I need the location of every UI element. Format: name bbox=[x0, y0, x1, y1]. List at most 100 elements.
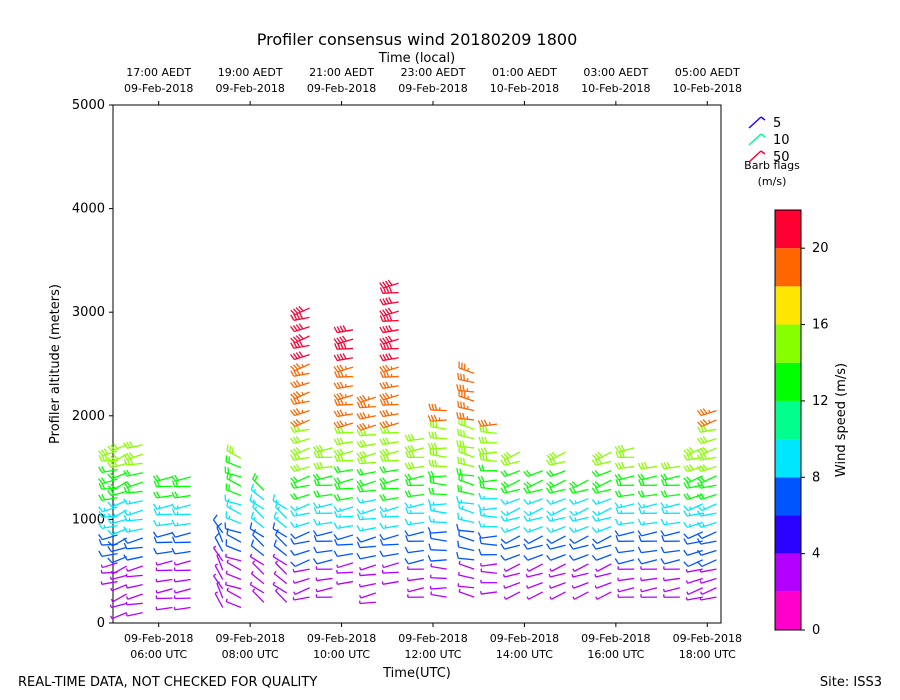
barb-shaft bbox=[458, 535, 475, 542]
barb-flag bbox=[410, 433, 415, 441]
barb-half-flag bbox=[292, 596, 295, 601]
barb-shaft bbox=[102, 562, 118, 569]
wind-barb bbox=[568, 515, 589, 522]
wind-barb bbox=[523, 515, 543, 522]
barb-flag bbox=[356, 525, 361, 532]
barb-shaft bbox=[551, 591, 566, 600]
wind-barb bbox=[379, 466, 399, 474]
barb-half-flag bbox=[572, 568, 575, 572]
barb-half-flag bbox=[112, 502, 116, 506]
barb-half-flag bbox=[574, 500, 577, 504]
barb-flag bbox=[643, 461, 648, 469]
wind-barb bbox=[123, 537, 143, 544]
barb-flag bbox=[123, 458, 128, 466]
barb-shaft bbox=[700, 521, 717, 528]
wind-barb bbox=[430, 574, 447, 580]
barb-flag bbox=[249, 522, 253, 529]
barb-shaft bbox=[408, 587, 425, 593]
barb-shaft bbox=[156, 578, 173, 583]
wind-barb bbox=[214, 591, 224, 608]
barb-half-flag bbox=[301, 381, 304, 385]
barb-flag bbox=[614, 502, 620, 509]
barb-flag bbox=[686, 481, 691, 488]
barb-flag bbox=[407, 490, 412, 497]
barb-flag bbox=[126, 441, 131, 448]
wind-barb bbox=[430, 563, 447, 570]
barb-flag bbox=[342, 325, 347, 332]
barb-flag bbox=[663, 473, 668, 480]
wind-barb bbox=[683, 481, 703, 489]
wind-barb bbox=[356, 497, 376, 504]
wind-barb bbox=[592, 507, 612, 517]
wind-barb bbox=[617, 566, 635, 570]
barb-flag bbox=[385, 381, 390, 388]
barb-shaft bbox=[700, 512, 717, 517]
barb-flag bbox=[702, 464, 708, 470]
barb-flag bbox=[290, 409, 295, 416]
barb-shaft bbox=[596, 581, 612, 589]
barb-flag bbox=[110, 489, 115, 496]
barb-flag bbox=[388, 342, 393, 350]
barb-half-flag bbox=[254, 506, 258, 510]
barb-half-flag bbox=[597, 528, 600, 532]
wind-barb bbox=[333, 392, 354, 401]
wind-barb bbox=[171, 491, 191, 499]
legend-barb-icon bbox=[748, 150, 762, 163]
wind-barb bbox=[107, 528, 127, 536]
top-tick-label-time: 23:00 AEDT bbox=[401, 66, 466, 79]
barb-flag bbox=[98, 450, 103, 457]
barb-flag bbox=[356, 429, 361, 436]
wind-barb bbox=[107, 443, 127, 452]
barb-shaft bbox=[687, 559, 703, 568]
barb-flag bbox=[640, 473, 645, 480]
barb-half-flag bbox=[228, 515, 231, 519]
wind-barb bbox=[252, 473, 265, 491]
wind-barb bbox=[697, 425, 717, 433]
wind-barb bbox=[153, 491, 173, 499]
barb-half-flag bbox=[526, 596, 530, 600]
barb-half-flag bbox=[359, 566, 362, 571]
wind-barb bbox=[500, 526, 521, 533]
barb-flag bbox=[98, 522, 103, 529]
barb-shaft bbox=[596, 554, 612, 561]
barb-flag bbox=[379, 326, 384, 333]
barb-flag bbox=[661, 479, 665, 486]
barb-half-flag bbox=[301, 419, 304, 424]
wind-barb bbox=[333, 534, 354, 541]
barb-flag bbox=[385, 398, 390, 406]
barb-flag bbox=[334, 482, 338, 490]
barb-flag bbox=[356, 413, 361, 420]
barb-half-flag bbox=[253, 488, 257, 493]
wind-barb bbox=[152, 474, 173, 482]
barb-flag bbox=[427, 527, 432, 534]
wind-barb bbox=[333, 420, 354, 429]
barb-flag bbox=[295, 324, 301, 331]
barb-flag bbox=[428, 543, 432, 550]
barb-flag bbox=[683, 477, 689, 483]
barb-flag bbox=[411, 451, 415, 458]
barb-flag bbox=[359, 451, 365, 458]
wind-barb bbox=[252, 501, 265, 519]
barb-shaft bbox=[174, 550, 191, 555]
barb-half-flag bbox=[344, 366, 347, 370]
barb-flag bbox=[385, 437, 390, 444]
barb-shaft bbox=[458, 546, 475, 552]
legend-barb-icon bbox=[748, 116, 762, 129]
barb-flag bbox=[620, 461, 625, 469]
top-tick-label-date: 10-Feb-2018 bbox=[673, 82, 742, 95]
wind-barb bbox=[546, 526, 566, 533]
barb-half-flag bbox=[458, 560, 461, 565]
wind-barb bbox=[683, 503, 703, 512]
wind-barb bbox=[379, 353, 399, 362]
barb-half-flag bbox=[640, 588, 643, 592]
wind-barb bbox=[637, 518, 658, 526]
barb-flag bbox=[272, 494, 276, 501]
barb-flag bbox=[98, 538, 103, 546]
wind-barb bbox=[356, 429, 376, 437]
barb-flag bbox=[479, 453, 482, 460]
barb-shaft bbox=[700, 577, 717, 584]
barb-shaft bbox=[458, 507, 475, 514]
barb-flag bbox=[428, 515, 432, 523]
wind-barb bbox=[123, 526, 143, 533]
barb-flag bbox=[427, 554, 432, 562]
